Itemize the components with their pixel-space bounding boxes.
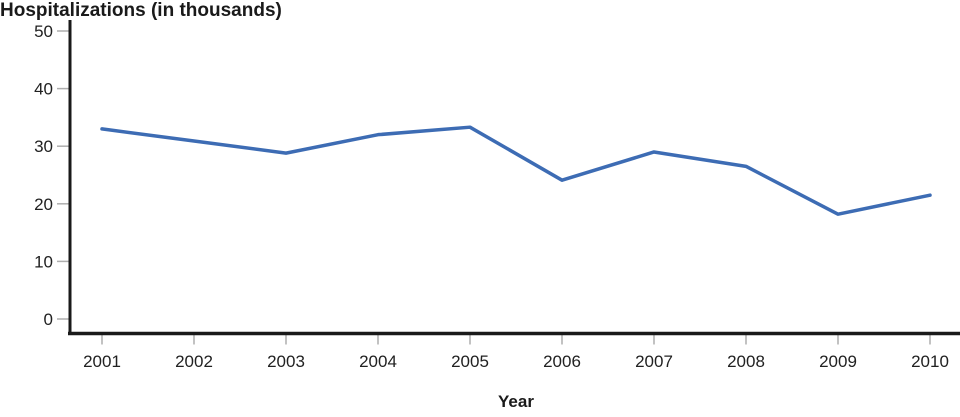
x-axis-tick-label: 2001 — [83, 352, 121, 371]
x-axis-tick-label: 2009 — [819, 352, 857, 371]
chart-title: Hospitalizations (in thousands) — [0, 0, 282, 21]
data-line-hospitalizations — [100, 125, 932, 216]
x-axis-tick-label: 2007 — [635, 352, 673, 371]
x-axis-title: Year — [498, 392, 534, 411]
x-axis-tick-label: 2006 — [543, 352, 581, 371]
y-axis-tick-label: 10 — [34, 252, 53, 271]
x-axis-tick-label: 2005 — [451, 352, 489, 371]
y-axis-tick-label: 40 — [34, 80, 53, 99]
x-axis-tick-label: 2008 — [727, 352, 765, 371]
x-axis-tick-label: 2010 — [911, 352, 949, 371]
y-axis-tick-label: 0 — [44, 310, 53, 329]
x-axis-tick-label: 2002 — [175, 352, 213, 371]
y-axis-tick-label: 20 — [34, 195, 53, 214]
x-axis-tick-label: 2003 — [267, 352, 305, 371]
y-axis-tick-label: 50 — [34, 22, 53, 41]
y-axis-tick-label: 30 — [34, 137, 53, 156]
x-axis-tick-label: 2004 — [359, 352, 397, 371]
